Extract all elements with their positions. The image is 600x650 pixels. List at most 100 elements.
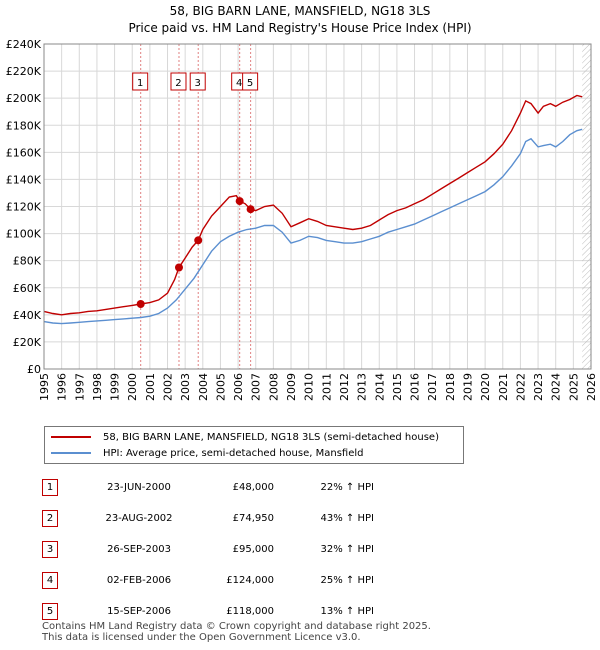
table-row: 1 23-JUN-2000 £48,000 22% ↑ HPI [42,472,374,503]
x-tick-label: 1996 [56,373,69,401]
sale-price: £95,000 [232,544,274,555]
x-tick-label: 2000 [126,373,139,401]
sale-point [174,263,183,272]
x-tick-label: 2011 [320,373,333,401]
sale-number-badge: 5 [42,603,58,620]
x-tick-label: 2001 [144,373,157,401]
y-tick-label: £220K [6,65,42,78]
sale-marker-box [132,72,149,91]
sale-marker-number: 5 [247,78,253,89]
y-tick-label: £140K [6,173,42,186]
sale-date: 02-FEB-2006 [106,575,172,586]
sale-hpi-change: 32% ↑ HPI [320,544,374,555]
hpi-line [43,128,583,325]
sale-marker-box [189,72,206,91]
x-tick-label: 1997 [73,373,86,401]
table-row: 4 02-FEB-2006 £124,000 25% ↑ HPI [42,565,374,596]
sale-point [235,197,244,206]
y-tick-label: £180K [6,119,42,132]
x-tick-label: 2021 [497,373,510,401]
plot-frame [43,43,592,370]
x-tick-label: 2024 [550,373,563,401]
sale-number-badge: 1 [42,479,58,496]
x-tick-label: 2026 [585,373,598,401]
x-tick-label: 1998 [91,373,104,401]
sale-marker-box [242,72,259,91]
x-tick-label: 1999 [109,373,122,401]
x-tick-label: 2025 [567,373,580,401]
y-tick-label: £160K [6,146,42,159]
sale-number-badge: 3 [42,541,58,558]
footer-license: This data is licensed under the Open Gov… [42,632,361,643]
sale-date: 15-SEP-2006 [107,606,171,617]
x-tick-label: 2014 [373,373,386,401]
y-tick-label: £20K [13,336,42,349]
y-tick-label: £0 [27,363,41,376]
sale-marker-number: 2 [175,78,181,89]
x-tick-label: 2015 [391,373,404,401]
sale-date: 26-SEP-2003 [107,544,171,555]
x-tick-label: 2007 [250,373,263,401]
x-tick-label: 2002 [162,373,175,401]
sale-number-badge: 2 [42,510,58,527]
sale-number-badge: 4 [42,572,58,589]
sale-hpi-change: 43% ↑ HPI [320,513,374,524]
sale-date: 23-JUN-2000 [107,482,171,493]
x-tick-label: 2018 [444,373,457,401]
sale-marker-number: 3 [195,78,201,89]
y-tick-label: £40K [13,309,42,322]
sale-hpi-change: 13% ↑ HPI [320,606,374,617]
table-row: 3 26-SEP-2003 £95,000 32% ↑ HPI [42,534,374,565]
y-tick-label: £120K [6,201,42,214]
x-tick-label: 2017 [426,373,439,401]
sale-price: £48,000 [232,482,274,493]
x-tick-label: 2020 [479,373,492,401]
chart-legend: 58, BIG BARN LANE, MANSFIELD, NG18 3LS (… [44,426,464,464]
x-tick-label: 2008 [267,373,280,401]
sale-price: £74,950 [232,513,274,524]
x-tick-label: 2003 [179,373,192,401]
sale-marker-number: 4 [236,78,242,89]
price-chart: £0 £20K £40K £60K £80K £100K £120K £140K £160K £1… [6,38,598,401]
sale-date: 23-AUG-2002 [105,513,173,524]
y-tick-label: £80K [13,255,42,268]
chart-title: 58, BIG BARN LANE, MANSFIELD, NG18 3LS [169,4,431,18]
sale-price: £118,000 [226,606,274,617]
sale-marker-number: 1 [137,78,143,89]
x-tick-label: 1995 [38,373,51,401]
x-tick-label: 2004 [197,373,210,401]
future-hatch-region [582,44,591,369]
x-tick-label: 2012 [338,373,351,401]
legend-label-hpi: HPI: Average price, semi-detached house,… [103,447,364,459]
legend-label-property: 58, BIG BARN LANE, MANSFIELD, NG18 3LS (… [103,431,439,443]
sale-marker-box [170,72,187,91]
sales-table: 1 23-JUN-2000 £48,000 22% ↑ HPI 2 23-AUG… [42,472,374,627]
x-tick-label: 2016 [409,373,422,401]
chart-subtitle: Price paid vs. HM Land Registry's House … [128,21,472,35]
legend-item-hpi: HPI: Average price, semi-detached house,… [51,446,363,460]
x-tick-label: 2023 [532,373,545,401]
x-tick-label: 2010 [303,373,316,401]
sale-point [194,236,203,245]
legend-line-hpi [51,452,91,454]
sale-price: £124,000 [226,575,274,586]
x-tick-label: 2005 [214,373,227,401]
x-tick-label: 2009 [285,373,298,401]
sale-point [246,205,255,214]
footer-copyright: Contains HM Land Registry data © Crown c… [42,621,431,632]
footer-notice: Contains HM Land Registry data © Crown c… [42,621,431,643]
legend-item-property: 58, BIG BARN LANE, MANSFIELD, NG18 3LS (… [51,430,439,444]
x-tick-label: 2006 [232,373,245,401]
y-tick-label: £60K [13,282,42,295]
legend-line-property [51,436,91,438]
y-tick-label: £240K [6,38,42,51]
table-row: 5 15-SEP-2006 £118,000 13% ↑ HPI [42,596,374,627]
property-price-line [43,94,583,316]
sale-hpi-change: 25% ↑ HPI [320,575,374,586]
x-tick-label: 2022 [514,373,527,401]
table-row: 2 23-AUG-2002 £74,950 43% ↑ HPI [42,503,374,534]
sale-hpi-change: 22% ↑ HPI [320,482,374,493]
y-tick-label: £200K [6,92,42,105]
x-tick-label: 2019 [461,373,474,401]
y-tick-label: £100K [6,228,42,241]
